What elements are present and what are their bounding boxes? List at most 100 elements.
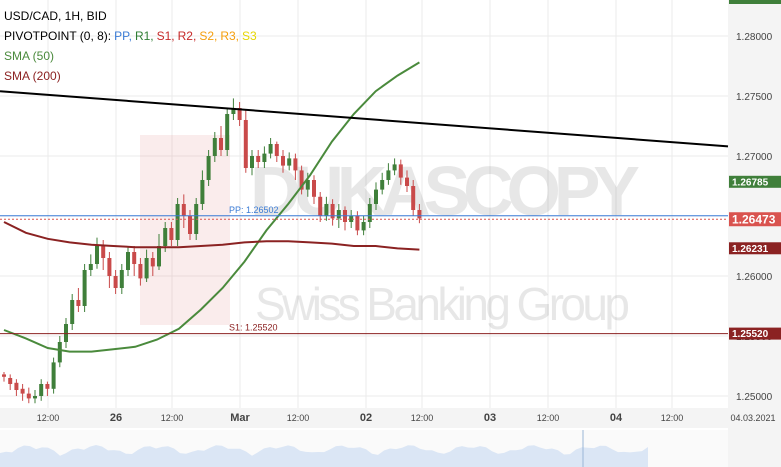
candle-52 — [324, 196, 329, 221]
candle-59 — [367, 198, 372, 228]
candle-39 — [243, 110, 248, 173]
x-tick-0: 12:00 — [37, 413, 60, 423]
candle-13 — [82, 264, 87, 312]
pivot-item-6: S3 — [242, 29, 257, 43]
y-tick-6: 1.28000 — [736, 32, 773, 43]
candle-27 — [169, 222, 174, 246]
candle-44 — [274, 141, 279, 162]
watermark-tagline: Swiss Banking Group — [255, 278, 630, 330]
candle-9 — [57, 336, 62, 368]
candle-body — [305, 180, 310, 190]
time-axis — [0, 408, 728, 428]
x-tick-1: 26 — [110, 412, 122, 424]
pivot-legend: PIVOTPOINT (0, 8): PP, R1, S1, R2, S2, R3, S3 — [4, 26, 263, 46]
candle-body — [45, 384, 50, 389]
candle-body — [107, 258, 112, 276]
candle-53 — [330, 199, 335, 226]
candle-63 — [392, 158, 397, 176]
price-tag-text-3: 1.25520 — [732, 329, 769, 340]
candle-64 — [398, 159, 403, 185]
candle-24 — [150, 252, 155, 276]
y-tick-5: 1.27500 — [736, 92, 773, 103]
pivot-items: PP, R1, S1, R2, S2, R3, S3 — [114, 29, 260, 43]
x-tick-7: 03 — [484, 412, 496, 424]
candle-body — [281, 156, 285, 166]
x-tick-2: 12:00 — [161, 413, 184, 423]
candle-body — [225, 114, 230, 150]
candle-body — [39, 384, 44, 396]
candle-body — [150, 258, 155, 267]
candle-46 — [287, 152, 292, 171]
candle-47 — [293, 153, 298, 180]
candle-6 — [39, 379, 44, 401]
candle-15 — [95, 237, 99, 269]
candle-body — [132, 252, 137, 264]
x-tick-4: 12:00 — [287, 413, 310, 423]
candle-body — [113, 276, 118, 288]
candle-20 — [126, 246, 130, 276]
candle-18 — [113, 270, 118, 294]
candle-body — [336, 210, 341, 219]
candle-32 — [200, 170, 205, 210]
candle-38 — [237, 102, 242, 126]
candle-body — [312, 180, 316, 197]
candle-body — [374, 189, 378, 204]
price-tag-0 — [729, 175, 781, 188]
x-tick-6: 12:00 — [411, 413, 434, 423]
volume-strip — [0, 430, 728, 467]
candle-body — [144, 258, 149, 279]
candle-57 — [355, 211, 360, 236]
candle-17 — [107, 252, 112, 288]
candle-48 — [299, 165, 304, 195]
candle-1 — [8, 374, 13, 390]
candle-34 — [212, 132, 217, 162]
candle-body — [287, 158, 292, 166]
price-axis — [728, 0, 781, 467]
price-tag-text-2: 1.26231 — [732, 244, 769, 255]
candle-22 — [138, 258, 143, 286]
candle-body — [274, 144, 279, 156]
candle-8 — [51, 357, 56, 394]
candle-body — [243, 120, 248, 168]
candle-body — [219, 138, 223, 150]
candle-body — [181, 204, 186, 216]
candle-41 — [256, 150, 261, 168]
candle-body — [20, 388, 25, 394]
candle-body — [318, 196, 323, 216]
candle-body — [169, 228, 174, 240]
chart-legend: USD/CAD, 1H, BID PIVOTPOINT (0, 8): PP, R1… — [4, 6, 263, 86]
candle-body — [64, 324, 68, 342]
candle-body — [330, 204, 335, 219]
candle-body — [70, 300, 75, 324]
candle-61 — [380, 172, 385, 195]
candle-body — [33, 396, 37, 399]
candle-body — [367, 204, 372, 222]
candle-body — [95, 246, 99, 264]
trendline — [0, 90, 729, 148]
candle-19 — [119, 264, 124, 294]
price-tag-top — [729, 0, 781, 4]
sma200-legend: SMA (200) — [4, 69, 61, 83]
candle-body — [262, 153, 267, 162]
y-tick-0: 1.25000 — [736, 392, 773, 403]
candle-35 — [219, 126, 223, 156]
pivot-item-5: R3, — [220, 29, 240, 43]
candle-5 — [33, 390, 37, 404]
pivot-item-3: R2, — [177, 29, 197, 43]
candle-10 — [64, 318, 68, 348]
candle-67 — [417, 204, 422, 224]
y-tick-2: 1.26000 — [736, 272, 773, 283]
pivot-label-0: PP: 1.26502 — [229, 205, 279, 215]
x-tick-11: 04.03.2021 — [730, 413, 775, 423]
candle-body — [206, 156, 211, 180]
candle-body — [231, 108, 236, 114]
candle-body — [138, 264, 143, 279]
candle-body — [411, 186, 416, 210]
candle-43 — [268, 138, 273, 159]
price-tag-3 — [729, 327, 781, 340]
candle-body — [398, 164, 403, 178]
candle-51 — [318, 192, 323, 222]
candle-body — [293, 158, 298, 171]
candle-40 — [250, 150, 254, 176]
